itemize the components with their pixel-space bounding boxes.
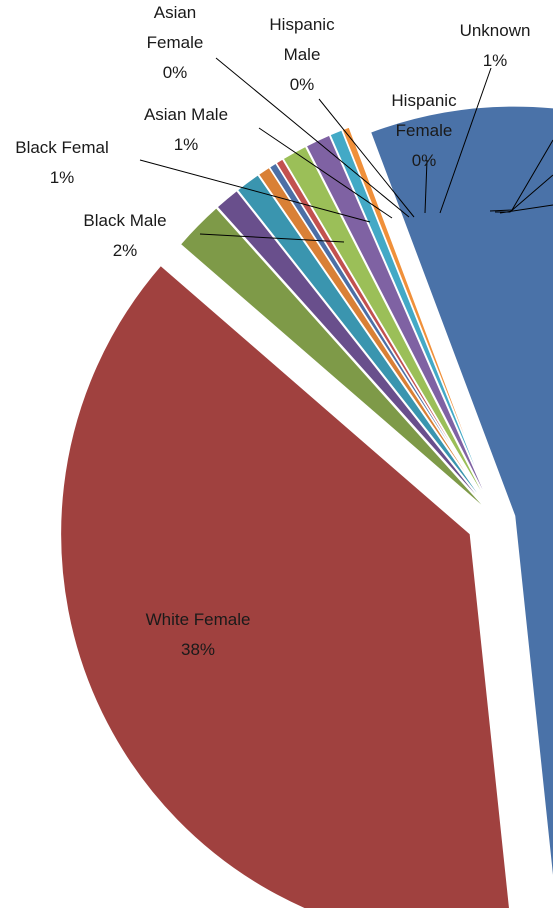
data-label-white-female: White Female 38% <box>146 610 251 659</box>
data-label-black-femal: Black Femal 1% <box>15 138 109 187</box>
pie-slice-black-male <box>179 206 491 514</box>
data-label-text: Unknown <box>460 21 531 40</box>
data-label-text: White Female <box>146 610 251 629</box>
data-label-text: Hispanic <box>391 91 457 110</box>
leader-line-asian-female <box>215 57 410 218</box>
pie-slice-slice-11 <box>369 105 553 890</box>
data-label-text: Black Femal <box>15 138 109 157</box>
data-label-text: Male <box>284 45 321 64</box>
data-label-text: Female <box>147 33 204 52</box>
data-label-text: Asian <box>154 3 197 22</box>
data-label-text: Hispanic <box>269 15 335 34</box>
data-label-value: 0% <box>412 151 437 170</box>
data-label-value: 1% <box>50 168 75 187</box>
leader-line-asian-male <box>258 127 393 219</box>
leader-line-unknown <box>439 67 492 214</box>
data-label-unknown: Unknown 1% <box>460 21 531 70</box>
data-label-text: Black Male <box>83 211 166 230</box>
data-label-text: Asian Male <box>144 105 228 124</box>
leader-line-hispanic-female <box>424 159 428 214</box>
data-label-text: Female <box>396 121 453 140</box>
data-label-value: 38% <box>181 640 215 659</box>
leader-line-hispanic-male <box>318 98 415 218</box>
data-label-value: 2% <box>113 241 138 260</box>
data-label-hispanic-female: Hispanic Female 0% <box>391 91 457 170</box>
data-label-asian-male: Asian Male 1% <box>144 105 228 154</box>
pie-slice-white-female <box>59 264 511 913</box>
data-label-value: 1% <box>483 51 508 70</box>
data-label-hispanic-male: Hispanic Male 0% <box>269 15 335 94</box>
leader-line-offscreen-2 <box>495 174 553 213</box>
data-label-asian-female: Asian Female 0% <box>147 3 204 82</box>
data-label-value: 0% <box>163 63 188 82</box>
pie-slice-slice-10 <box>340 125 495 511</box>
data-label-value: 0% <box>290 75 315 94</box>
leader-line-black-male <box>199 233 345 243</box>
data-label-black-male: Black Male 2% <box>83 211 166 260</box>
data-label-value: 1% <box>174 135 199 154</box>
leader-line-black-femal <box>139 159 371 223</box>
leader-line-offscreen-3 <box>499 204 553 214</box>
